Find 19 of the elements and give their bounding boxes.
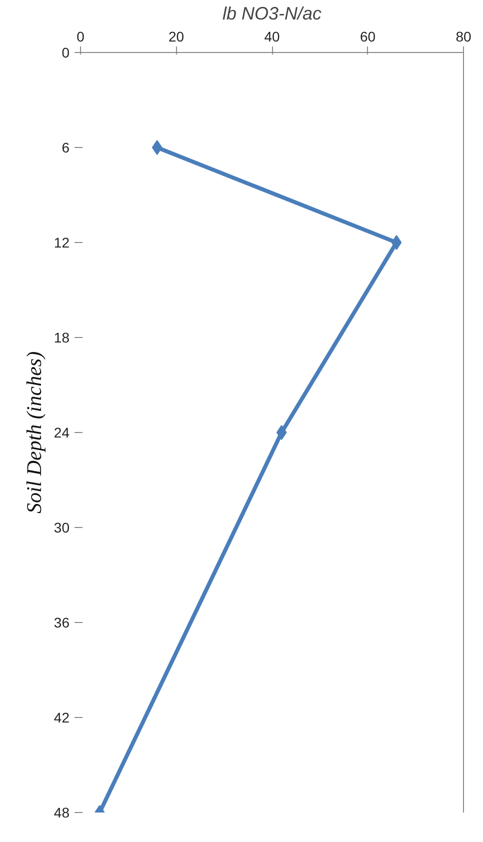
y-tick-label: 36 — [54, 614, 70, 630]
y-axis-title: Soil Depth (inches) — [22, 351, 46, 514]
x-tick-label: 40 — [264, 28, 280, 44]
point — [152, 140, 162, 155]
x-tick-label: 60 — [360, 28, 376, 44]
y-tick-label: 18 — [54, 330, 70, 346]
y-tick-label: 24 — [54, 424, 70, 440]
x-tick-label: 80 — [456, 28, 472, 44]
point — [391, 235, 402, 250]
y-tick-label: 12 — [54, 234, 70, 250]
x-axis-title: lb NO3-N/ac — [222, 4, 322, 24]
x-tick-label: 20 — [168, 28, 184, 44]
x-tick-label: 0 — [76, 28, 85, 44]
point — [276, 425, 287, 440]
y-tick-label: 30 — [54, 520, 70, 536]
y-tick-label: 6 — [62, 140, 70, 156]
y-tick-label: 0 — [62, 44, 70, 60]
y-tick-label: 42 — [54, 710, 70, 726]
y-tick-label: 48 — [54, 804, 70, 820]
